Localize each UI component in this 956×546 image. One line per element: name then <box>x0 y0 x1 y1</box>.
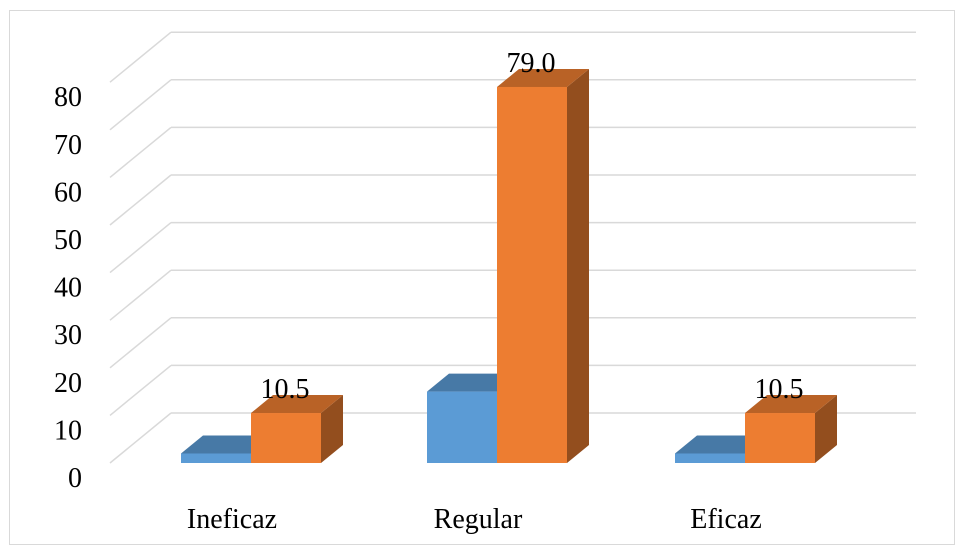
y-tick-label: 80 <box>54 82 82 113</box>
bars <box>181 68 837 464</box>
gridline-diagonal <box>109 31 172 83</box>
bar-ineficaz-series2 <box>251 395 343 463</box>
bar-regular-series1-front <box>427 391 497 463</box>
x-category-label: Eficaz <box>690 504 762 535</box>
y-tick-label: 40 <box>54 273 82 304</box>
x-category-label: Regular <box>434 504 523 535</box>
gridline-diagonal <box>109 174 172 226</box>
y-tick-label: 20 <box>54 368 82 399</box>
gridline-diagonal <box>109 317 172 369</box>
bar-ineficaz-series1-top <box>181 435 273 454</box>
y-tick-label: 0 <box>68 463 82 494</box>
bar-eficaz-series1-top <box>675 435 767 454</box>
gridline-diagonal <box>109 222 172 274</box>
y-tick-label: 50 <box>54 225 82 256</box>
y-axis-ticks: 0 10 20 30 40 50 60 70 80 <box>54 82 82 494</box>
bar-eficaz-series2-side <box>815 395 837 463</box>
gridline-diagonal <box>109 412 172 464</box>
bar-ineficaz-series2-side <box>321 395 343 463</box>
y-tick-label: 30 <box>54 320 82 351</box>
gridline-diagonal <box>109 364 172 416</box>
bar-regular-series2-front <box>497 86 567 464</box>
gridline-diagonal <box>109 126 172 178</box>
bar-eficaz-series2 <box>745 395 837 463</box>
gridline-diagonal <box>109 79 172 131</box>
x-category-label: Ineficaz <box>187 504 277 535</box>
y-tick-label: 60 <box>54 177 82 208</box>
y-tick-label: 70 <box>54 130 82 161</box>
data-labels: 10.5 79.0 10.5 <box>261 48 804 405</box>
data-label: 10.5 <box>261 374 310 405</box>
bar-eficaz-series2-front <box>745 413 815 463</box>
x-axis-categories: Ineficaz Regular Eficaz <box>187 504 762 535</box>
bar-ineficaz-series1-front <box>181 453 251 463</box>
gridline-diagonal <box>109 269 172 321</box>
bar-ineficaz-series2-top <box>251 395 343 414</box>
y-tick-label: 10 <box>54 415 82 446</box>
bar-eficaz-series2-top <box>745 395 837 414</box>
bar-regular-series2-side <box>567 68 589 464</box>
bar-regular-series2 <box>497 68 589 464</box>
data-label: 10.5 <box>755 374 804 405</box>
bar-ineficaz-series2-front <box>251 413 321 463</box>
bar-eficaz-series1-front <box>675 453 745 463</box>
bar-regular-series2-top <box>497 68 589 87</box>
bar-regular-series1-top <box>427 373 519 392</box>
data-label: 79.0 <box>507 48 556 79</box>
